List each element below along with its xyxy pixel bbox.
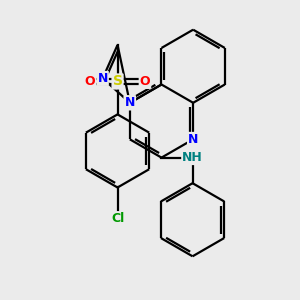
Text: O: O: [85, 75, 95, 88]
Text: N: N: [188, 133, 198, 146]
Text: NH: NH: [182, 151, 203, 164]
Text: N: N: [98, 72, 108, 85]
Text: N: N: [125, 96, 135, 109]
Text: O: O: [140, 75, 150, 88]
Text: S: S: [112, 74, 122, 88]
Text: Cl: Cl: [111, 212, 124, 225]
Text: N: N: [125, 96, 135, 109]
